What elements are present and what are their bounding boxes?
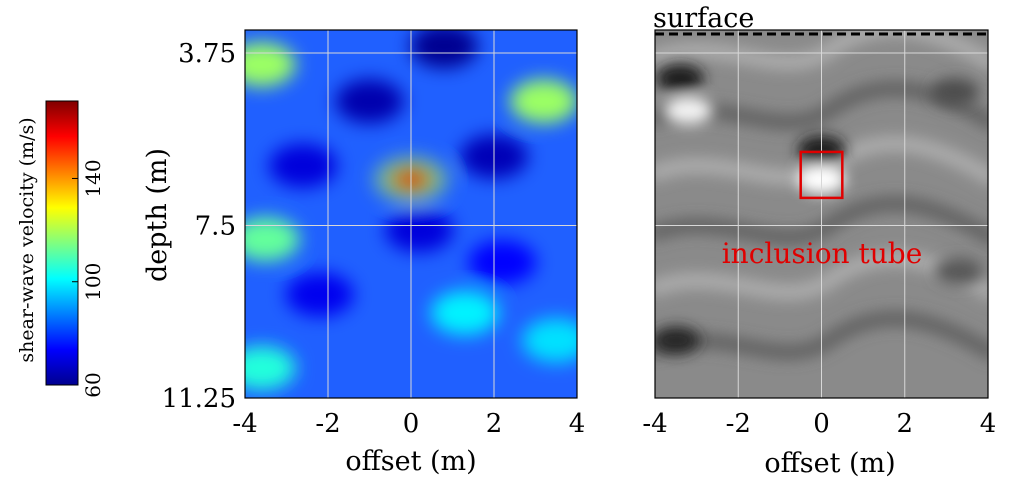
x-tick-label: 4 [980, 409, 997, 439]
inclusion-box [799, 150, 844, 200]
x-tick-label: 0 [403, 409, 420, 439]
x-tick-label: 2 [486, 409, 503, 439]
velocity-feature [335, 79, 404, 124]
velocity-feature [468, 240, 537, 285]
image-feature [664, 96, 713, 125]
image-feature [930, 78, 979, 107]
x-tick-label: 0 [813, 409, 830, 439]
velocity-x-label: offset (m) [345, 446, 476, 477]
colorbar-ticks: 60 100 140 [72, 159, 105, 398]
velocity-heatmap [245, 30, 577, 398]
velocity-feature [269, 143, 338, 188]
velocity-grid [245, 30, 577, 398]
colorbar-label: shear-wave velocity (m/s) [16, 117, 38, 362]
colorbar-tick-label: 100 [81, 263, 105, 301]
velocity-feature [245, 346, 296, 391]
image-panel: surface inclusion tube -4 -2 0 2 4 offset (m… [642, 3, 996, 479]
image-feature [655, 64, 704, 93]
x-tick-label: -2 [726, 409, 751, 439]
image-grid [655, 30, 988, 398]
texture-band [655, 135, 988, 186]
image-x-ticks: -4 -2 0 2 4 [642, 409, 996, 439]
velocity-feature [385, 208, 454, 253]
inclusion-label: inclusion tube [722, 237, 923, 270]
x-tick-label: 4 [569, 409, 586, 439]
image-frame [654, 29, 989, 399]
velocity-feature [522, 318, 577, 363]
velocity-y-ticks: 3.75 7.5 11.25 [162, 39, 236, 414]
image-x-label: offset (m) [764, 448, 895, 479]
colorbar-gradient [45, 100, 79, 386]
colorbar-tick-label: 140 [81, 159, 105, 197]
x-tick-label: 2 [896, 409, 913, 439]
velocity-feature [410, 30, 479, 69]
image-heatmap [655, 30, 988, 398]
texture-band [655, 30, 988, 71]
velocity-panel: -4 -2 0 2 4 3.75 7.5 11.25 offset (m) depth (m… [142, 29, 585, 477]
x-tick-label: -4 [642, 409, 667, 439]
image-feature [934, 257, 983, 286]
texture-band [655, 250, 988, 301]
velocity-feature [285, 272, 354, 317]
velocity-feature [245, 217, 300, 262]
y-tick-label: 3.75 [178, 39, 236, 69]
y-tick-label: 7.5 [195, 212, 236, 242]
velocity-feature [430, 290, 499, 335]
colorbar-tick-label: 60 [81, 372, 105, 397]
x-tick-label: -2 [315, 409, 340, 439]
y-tick-label: 11.25 [162, 384, 236, 414]
surface-label: surface [653, 3, 754, 34]
texture-band [655, 310, 988, 361]
velocity-y-label: depth (m) [142, 148, 173, 282]
velocity-x-ticks: -4 -2 0 2 4 [232, 409, 585, 439]
image-feature [655, 326, 700, 355]
colorbar: 60 100 140 shear-wave velocity (m/s) [16, 100, 105, 398]
x-tick-label: -4 [232, 409, 257, 439]
velocity-feature [509, 79, 577, 124]
velocity-feature [245, 42, 296, 87]
velocity-frame [244, 29, 578, 399]
